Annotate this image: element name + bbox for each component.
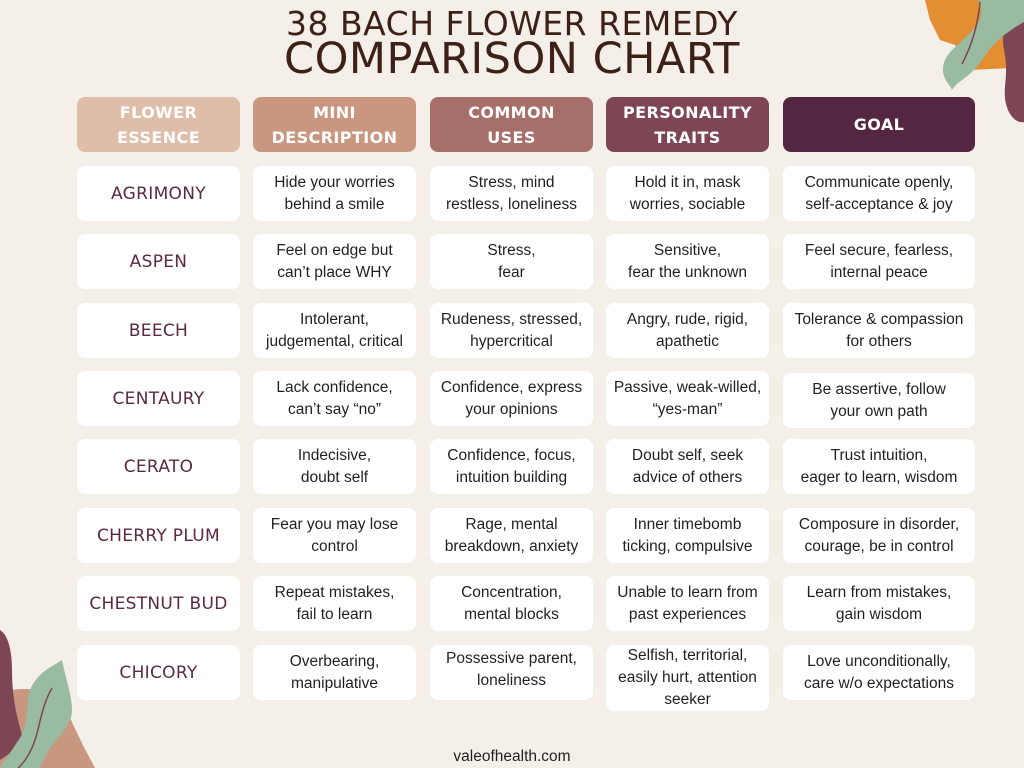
header-label: USES bbox=[487, 127, 536, 147]
description-cell: Feel on edge but can’t place WHY bbox=[253, 234, 416, 289]
header-personality-traits: PERSONALITY TRAITS bbox=[606, 97, 769, 152]
goal-cell: Tolerance & compassion for others bbox=[783, 303, 975, 358]
page-title-line2: COMPARISON CHART bbox=[284, 34, 740, 84]
uses-cell: Confidence, focus, intuition building bbox=[430, 439, 593, 494]
website-footer: valeofhealth.com bbox=[453, 748, 571, 765]
uses-cell: Rudeness, stressed, hypercritical bbox=[430, 303, 593, 358]
description-cell: Indecisive, doubt self bbox=[253, 439, 416, 494]
header-label: ESSENCE bbox=[116, 127, 201, 147]
description-cell: Repeat mistakes, fail to learn bbox=[253, 576, 416, 631]
header-label: MINI bbox=[313, 102, 356, 122]
traits-cell: Selfish, territorial, easily hurt, atten… bbox=[606, 645, 769, 711]
flower-name-cell: CHICORY bbox=[77, 645, 240, 700]
leaf-decoration-bottom-left-icon bbox=[0, 630, 95, 768]
header-label: FLOWER bbox=[119, 102, 198, 122]
flower-name-cell: CHESTNUT BUD bbox=[77, 576, 240, 631]
traits-cell: Angry, rude, rigid, apathetic bbox=[606, 303, 769, 358]
header-label: GOAL bbox=[853, 115, 905, 134]
goal-cell: Feel secure, fearless, internal peace bbox=[783, 234, 975, 289]
page-title-line1: 38 BACH FLOWER REMEDY bbox=[286, 4, 738, 43]
uses-cell: Confidence, express your opinions bbox=[430, 371, 593, 426]
goal-cell: Learn from mistakes, gain wisdom bbox=[783, 576, 975, 631]
traits-cell: Hold it in, mask worries, sociable bbox=[606, 166, 769, 221]
description-cell: Overbearing, manipulative bbox=[253, 645, 416, 700]
uses-cell: Possessive parent, loneliness bbox=[430, 645, 593, 700]
flower-name-cell: BEECH bbox=[77, 303, 240, 358]
flower-name-cell: ASPEN bbox=[77, 234, 240, 289]
header-flower-essence: FLOWER ESSENCE bbox=[77, 97, 240, 152]
header-label: DESCRIPTION bbox=[271, 127, 398, 147]
header-goal: GOAL bbox=[783, 97, 975, 152]
description-cell: Lack confidence, can’t say “no” bbox=[253, 371, 416, 426]
uses-cell: Stress, fear bbox=[430, 234, 593, 289]
header-common-uses: COMMON USES bbox=[430, 97, 593, 152]
header-label: TRAITS bbox=[654, 127, 721, 147]
header-label: COMMON bbox=[468, 102, 555, 122]
header-label: PERSONALITY bbox=[623, 102, 752, 122]
flower-name-cell: AGRIMONY bbox=[77, 166, 240, 221]
traits-cell: Unable to learn from past experiences bbox=[606, 576, 769, 631]
description-cell: Fear you may lose control bbox=[253, 508, 416, 563]
uses-cell: Stress, mind restless, loneliness bbox=[430, 166, 593, 221]
description-cell: Hide your worries behind a smile bbox=[253, 166, 416, 221]
uses-cell: Concentration, mental blocks bbox=[430, 576, 593, 631]
leaf-decoration-top-right-icon bbox=[925, 0, 1024, 123]
flower-name-cell: CERATO bbox=[77, 439, 240, 494]
goal-cell: Love unconditionally, care w/o expectati… bbox=[783, 645, 975, 700]
header-mini-description: MINI DESCRIPTION bbox=[253, 97, 416, 152]
traits-cell: Inner timebomb ticking, compulsive bbox=[606, 508, 769, 563]
description-cell: Intolerant, judgemental, critical bbox=[253, 303, 416, 358]
goal-cell: Composure in disorder, courage, be in co… bbox=[783, 508, 975, 563]
goal-cell: Communicate openly, self-acceptance & jo… bbox=[783, 166, 975, 221]
goal-cell: Be assertive, follow your own path bbox=[783, 373, 975, 428]
uses-cell: Rage, mental breakdown, anxiety bbox=[430, 508, 593, 563]
traits-cell: Doubt self, seek advice of others bbox=[606, 439, 769, 494]
flower-name-cell: CENTAURY bbox=[77, 371, 240, 426]
goal-cell: Trust intuition, eager to learn, wisdom bbox=[783, 439, 975, 494]
flower-name-cell: CHERRY PLUM bbox=[77, 508, 240, 563]
traits-cell: Passive, weak-willed, “yes-man” bbox=[606, 371, 769, 426]
traits-cell: Sensitive, fear the unknown bbox=[606, 234, 769, 289]
